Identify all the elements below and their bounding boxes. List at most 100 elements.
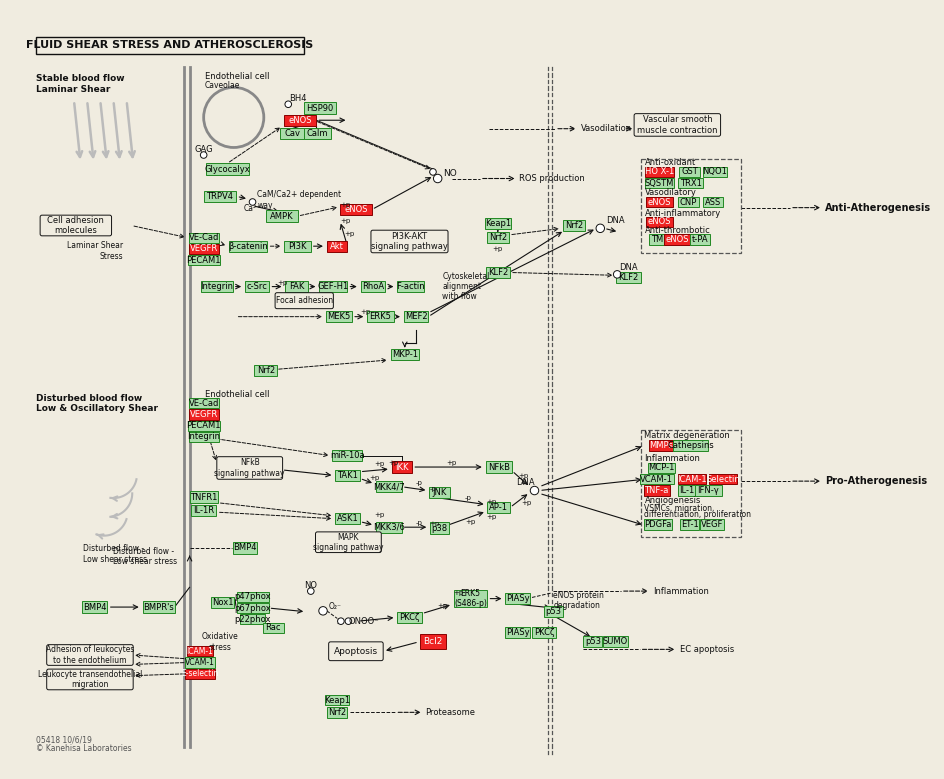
Text: Nrf2: Nrf2 [328,708,346,717]
Text: Stable blood flow
Laminar Shear: Stable blood flow Laminar Shear [36,74,125,93]
FancyBboxPatch shape [315,532,380,552]
Text: BMP4: BMP4 [83,603,107,612]
Text: Cathepsins: Cathepsins [666,441,713,450]
FancyBboxPatch shape [419,634,446,650]
Text: +p: +p [361,309,370,315]
Text: IL-1: IL-1 [679,486,694,495]
Text: Keap1: Keap1 [484,219,511,228]
Text: +p: +p [437,603,447,609]
Text: VEGFR: VEGFR [190,245,217,253]
Text: Bcl2: Bcl2 [423,637,442,647]
Text: FLUID SHEAR STRESS AND ATHEROSCLEROSIS: FLUID SHEAR STRESS AND ATHEROSCLEROSIS [26,40,313,50]
Text: O₂⁻: O₂⁻ [329,601,342,611]
FancyBboxPatch shape [326,311,352,323]
FancyBboxPatch shape [189,244,218,254]
FancyBboxPatch shape [236,591,268,602]
FancyBboxPatch shape [201,281,232,292]
Text: +p: +p [446,460,456,467]
Text: DNA: DNA [618,263,637,273]
Text: Endothelial cell: Endothelial cell [205,390,269,399]
Text: HSP90: HSP90 [306,104,333,112]
FancyBboxPatch shape [189,398,218,408]
Text: PECAM1: PECAM1 [186,256,221,265]
Text: Anti-oxidant: Anti-oxidant [644,158,695,167]
FancyBboxPatch shape [678,178,702,189]
Text: Disturbed flow -
Low shear stress: Disturbed flow - Low shear stress [83,544,147,563]
Text: ERK5
(S486-p): ERK5 (S486-p) [454,589,486,608]
Text: VEGFR: VEGFR [190,410,217,419]
FancyBboxPatch shape [185,668,214,679]
FancyBboxPatch shape [689,234,710,245]
Text: © Kanehisa Laboratories: © Kanehisa Laboratories [36,745,132,753]
FancyBboxPatch shape [187,646,212,657]
Text: PI3K-AKT
signaling pathway: PI3K-AKT signaling pathway [371,232,447,251]
FancyBboxPatch shape [265,210,297,222]
Circle shape [345,618,351,625]
FancyBboxPatch shape [304,102,336,114]
FancyBboxPatch shape [678,485,695,495]
Text: MKK3/6: MKK3/6 [373,523,404,532]
Text: DNA: DNA [605,217,624,225]
Text: Nrf2: Nrf2 [257,365,275,375]
FancyBboxPatch shape [633,114,720,136]
Text: DNA: DNA [515,478,534,487]
Text: ONOO⁻: ONOO⁻ [348,617,379,626]
Text: GST: GST [681,167,698,176]
FancyBboxPatch shape [262,622,283,633]
Text: Disturbed flow -
Low shear stress: Disturbed flow - Low shear stress [113,547,177,566]
Text: Akt: Akt [329,241,344,251]
Text: NFkB: NFkB [487,463,509,471]
FancyBboxPatch shape [602,636,627,647]
Text: Laminar Shear
Stress: Laminar Shear Stress [67,241,123,260]
Text: t-PA: t-PA [691,235,707,244]
FancyBboxPatch shape [371,231,447,252]
Text: PKCζ: PKCζ [398,613,419,622]
Text: AMPK: AMPK [270,212,294,220]
Text: +p: +p [340,218,350,224]
Text: ASK1: ASK1 [336,514,358,523]
Text: -p: -p [464,495,471,501]
Text: p38: p38 [431,523,447,533]
FancyBboxPatch shape [396,281,423,292]
Text: Cytoskeletal
alignment
with flow: Cytoskeletal alignment with flow [442,272,489,301]
FancyBboxPatch shape [236,603,268,613]
FancyBboxPatch shape [396,612,421,623]
Text: Cell adhesion
molecules: Cell adhesion molecules [47,216,104,235]
Text: Integrin: Integrin [187,432,220,442]
Text: p53: p53 [584,637,600,647]
Text: Inflammation: Inflammation [644,454,700,463]
Text: VE-Cad: VE-Cad [188,399,219,407]
FancyBboxPatch shape [430,523,448,534]
FancyBboxPatch shape [189,432,218,442]
Circle shape [596,224,604,233]
FancyBboxPatch shape [453,590,487,607]
Text: MEK5: MEK5 [327,312,350,321]
Circle shape [530,486,538,495]
FancyBboxPatch shape [340,204,372,215]
FancyBboxPatch shape [192,505,215,516]
Text: +p: +p [453,590,464,596]
FancyBboxPatch shape [206,164,248,174]
Text: Selectin: Selectin [706,474,739,484]
FancyBboxPatch shape [335,470,360,481]
Circle shape [337,618,344,625]
Text: Inflammation: Inflammation [652,587,708,596]
Text: CNP: CNP [680,198,697,206]
Text: ERK5: ERK5 [369,312,391,321]
Text: +p: +p [492,246,502,252]
Text: +p: +p [340,202,350,208]
Text: +p: +p [486,499,497,505]
Text: Vasodilation: Vasodilation [580,124,631,133]
FancyBboxPatch shape [285,281,308,292]
Text: eNOS: eNOS [647,217,670,226]
FancyBboxPatch shape [211,597,233,608]
FancyBboxPatch shape [649,440,673,450]
Text: CaM/Ca2+ dependent
way: CaM/Ca2+ dependent way [257,190,341,210]
Text: -p: -p [415,520,423,527]
FancyBboxPatch shape [648,463,674,473]
Text: 05418 10/6/19: 05418 10/6/19 [36,735,93,744]
Text: Cav: Cav [284,129,299,138]
FancyBboxPatch shape [189,233,218,243]
Text: +p: +p [486,514,497,520]
FancyBboxPatch shape [643,519,671,530]
